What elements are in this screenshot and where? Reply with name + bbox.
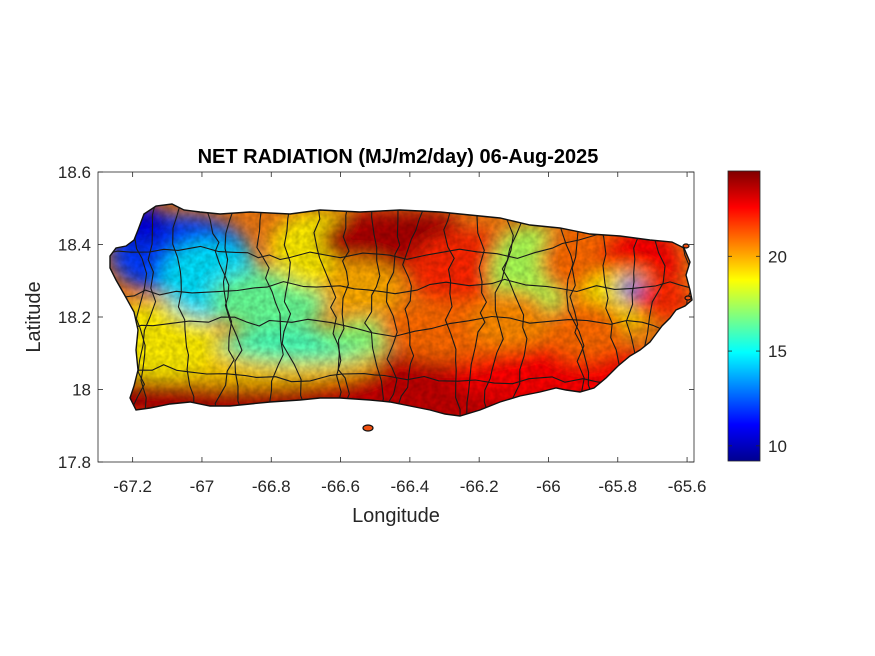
municipality-boundary: [281, 204, 311, 416]
x-tick-label: -66.6: [321, 477, 360, 496]
colorbar-tick-label: 15: [768, 342, 787, 361]
municipality-boundary: [313, 204, 342, 416]
x-tick-label: -66.4: [390, 477, 429, 496]
x-tick-label: -66.2: [460, 477, 499, 496]
municipality-boundaries: [110, 204, 692, 416]
y-tick-label: 17.8: [58, 453, 91, 472]
colorbar: 10 15 20: [727, 170, 787, 462]
x-tick-label: -66: [536, 477, 561, 496]
municipality-boundary: [364, 204, 384, 416]
municipality-boundary: [501, 204, 531, 416]
y-axis-label: Latitude: [23, 281, 45, 352]
municipality-boundary: [110, 364, 692, 388]
x-tick-label: -66.8: [252, 477, 291, 496]
x-tick-label: -65.8: [598, 477, 637, 496]
island-fill: [110, 204, 692, 416]
x-axis: -67.2 -67 -66.8 -66.6 -66.4 -66.2 -66 -65.8 -65.…: [113, 172, 706, 496]
colorbar-tick-label: 20: [768, 247, 787, 266]
x-tick-label: -67: [190, 477, 215, 496]
municipality-boundary: [110, 315, 692, 338]
municipality-boundary: [443, 204, 461, 416]
municipality-boundary: [214, 204, 236, 416]
x-tick-label: -65.6: [668, 477, 707, 496]
y-tick-label: 18.4: [58, 236, 91, 255]
y-tick-label: 18.2: [58, 308, 91, 327]
island-outline: [109, 203, 693, 417]
x-tick-label: -67.2: [113, 477, 152, 496]
y-tick-label: 18.6: [58, 163, 91, 182]
municipality-boundary: [256, 204, 284, 416]
y-tick-label: 18: [72, 381, 91, 400]
colorbar-gradient: [727, 170, 761, 462]
municipality-boundary: [337, 204, 352, 416]
municipality-boundary: [172, 204, 196, 416]
offshore-islets: [362, 243, 692, 432]
municipality-boundary: [125, 204, 157, 416]
islet: [684, 295, 692, 301]
municipality-boundary: [385, 204, 401, 416]
islet: [682, 243, 690, 249]
y-axis: 17.8 18 18.2 18.4 18.6: [58, 163, 694, 472]
municipality-boundary: [394, 204, 426, 416]
heatmap-layer: [109, 203, 693, 432]
municipality-boundary: [110, 278, 692, 300]
islet: [362, 424, 374, 432]
municipality-boundary: [466, 204, 487, 416]
x-axis-label: Longitude: [352, 505, 440, 527]
chart-title: NET RADIATION (MJ/m2/day) 06-Aug-2025: [198, 146, 599, 168]
colorbar-tick-label: 10: [768, 437, 787, 456]
colorbar-ticks: 10 15 20: [728, 247, 787, 456]
